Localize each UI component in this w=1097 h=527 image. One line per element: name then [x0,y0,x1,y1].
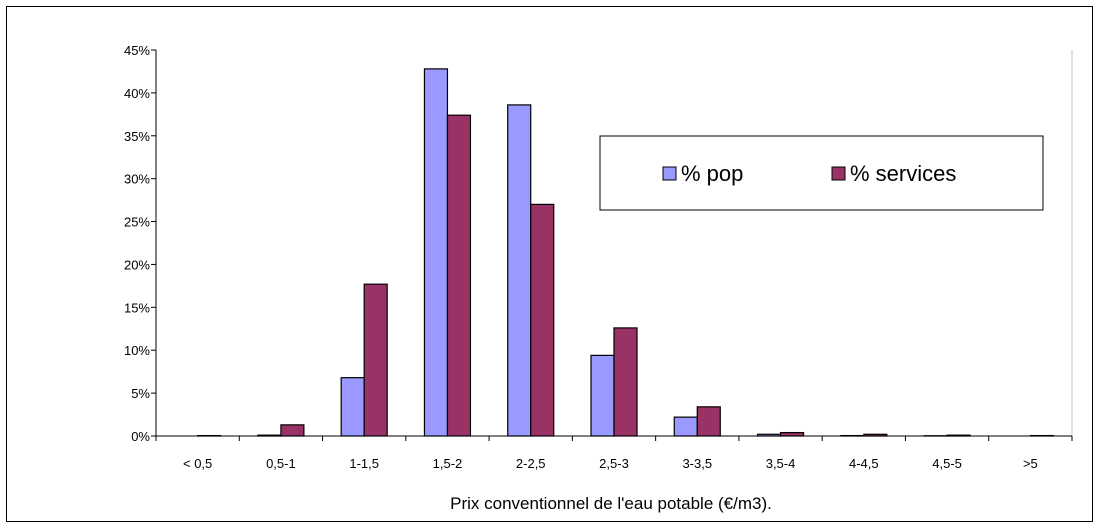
legend-label: % services [850,161,956,186]
bar-pop [257,434,282,437]
y-tick-label: 5% [131,386,150,401]
x-axis: < 0,5 0,5-1 1-1,5 1,5-2 2-2,5 2,5-3 3-3,5 3,5-4… [155,435,1073,471]
x-tick-label: 3,5-4 [766,456,796,471]
bar-services [530,203,555,437]
y-tick-label: 30% [124,172,150,187]
bar-pop [590,354,615,437]
y-tick-label: 40% [124,86,150,101]
bar-pop [507,104,532,437]
bar-services [446,114,472,437]
legend-swatch [662,166,677,181]
x-tick-label: 4,5-5 [932,456,962,471]
x-tick-label: 2-2,5 [516,456,546,471]
y-tick-label: 35% [124,129,150,144]
x-tick-label: < 0,5 [183,456,212,471]
bar-pop [673,416,698,437]
bar-pop [423,68,449,437]
x-axis-title: Prix conventionnel de l'eau potable (€/m… [450,494,772,513]
x-tick-label: 0,5-1 [266,456,296,471]
legend-label: % pop [681,161,743,186]
bar-pop [340,377,365,437]
legend-swatch [831,166,846,181]
bar-services [779,431,805,437]
x-tick-label: 1-1,5 [349,456,379,471]
x-tick-label: 1,5-2 [433,456,463,471]
bar-services [613,327,638,437]
y-axis: 0% 5% 10% 15% 20% 25% 30% 35% 40% 45% [124,43,157,444]
bar-services [280,424,305,437]
legend: % pop % services [599,135,1044,211]
y-tick-label: 20% [124,257,150,272]
x-tick-label: >5 [1023,456,1038,471]
bar-services [696,406,721,437]
bar-services [363,283,388,437]
y-tick-label: 10% [124,343,150,358]
y-tick-label: 25% [124,215,150,230]
y-tick-label: 45% [124,43,150,58]
bar-services [946,434,971,437]
bar-pop [756,433,782,437]
x-tick-label: 3-3,5 [682,456,712,471]
bar-services [863,433,888,437]
y-tick-label: 15% [124,300,150,315]
x-tick-label: 2,5-3 [599,456,629,471]
bars [197,68,1054,437]
x-tick-label: 4-4,5 [849,456,879,471]
y-tick-label: 0% [131,429,150,444]
